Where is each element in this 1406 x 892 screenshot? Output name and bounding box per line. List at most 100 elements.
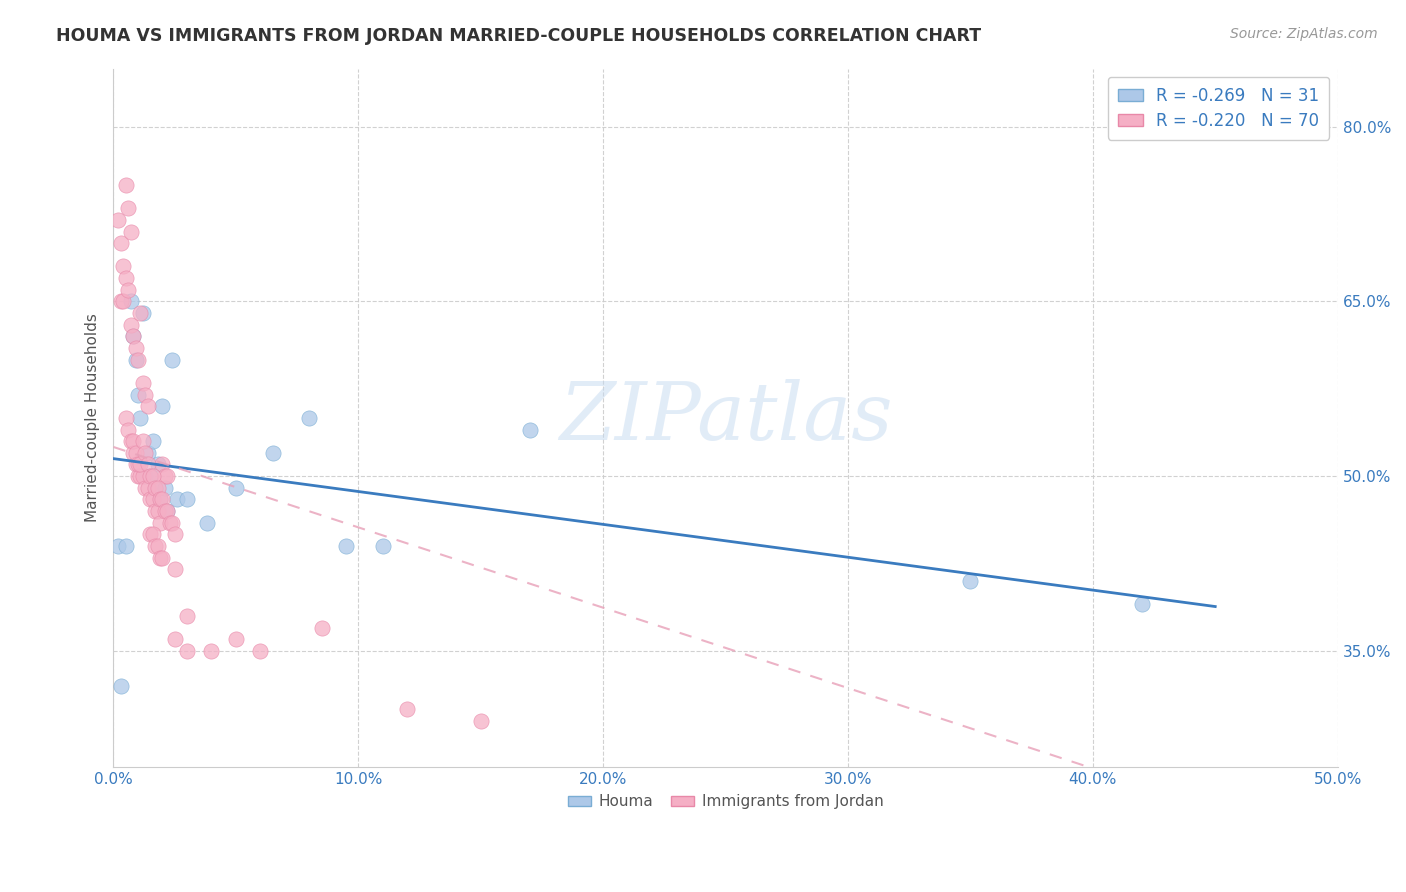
- Point: [176, 644, 198, 658]
- Point: [117, 283, 139, 297]
- Point: [112, 294, 135, 309]
- Point: [127, 352, 149, 367]
- Point: [163, 562, 186, 576]
- Point: [149, 492, 172, 507]
- Point: [134, 387, 156, 401]
- Point: [139, 469, 162, 483]
- Point: [152, 492, 174, 507]
- Point: [371, 539, 394, 553]
- Point: [127, 458, 149, 472]
- Point: [114, 539, 136, 553]
- Point: [143, 539, 166, 553]
- Point: [162, 516, 184, 530]
- Point: [396, 702, 419, 716]
- Point: [139, 527, 162, 541]
- Point: [136, 446, 159, 460]
- Point: [134, 446, 156, 460]
- Point: [142, 434, 165, 449]
- Point: [134, 481, 156, 495]
- Point: [117, 423, 139, 437]
- Point: [200, 644, 222, 658]
- Point: [136, 481, 159, 495]
- Point: [142, 527, 165, 541]
- Point: [959, 574, 981, 588]
- Point: [298, 410, 321, 425]
- Point: [153, 469, 176, 483]
- Point: [132, 306, 155, 320]
- Point: [1130, 597, 1153, 611]
- Point: [152, 399, 174, 413]
- Point: [127, 469, 149, 483]
- Point: [139, 492, 162, 507]
- Point: [163, 527, 186, 541]
- Point: [132, 434, 155, 449]
- Point: [195, 516, 218, 530]
- Point: [146, 504, 169, 518]
- Point: [146, 539, 169, 553]
- Point: [156, 504, 179, 518]
- Point: [163, 632, 186, 647]
- Point: [134, 469, 156, 483]
- Point: [159, 516, 181, 530]
- Point: [149, 516, 172, 530]
- Point: [120, 294, 142, 309]
- Point: [519, 423, 541, 437]
- Point: [176, 492, 198, 507]
- Point: [136, 399, 159, 413]
- Point: [262, 446, 284, 460]
- Point: [225, 481, 247, 495]
- Point: [132, 376, 155, 390]
- Point: [129, 458, 152, 472]
- Point: [107, 539, 129, 553]
- Point: [225, 632, 247, 647]
- Point: [153, 504, 176, 518]
- Point: [122, 329, 145, 343]
- Point: [142, 492, 165, 507]
- Point: [152, 550, 174, 565]
- Point: [249, 644, 271, 658]
- Point: [122, 446, 145, 460]
- Point: [132, 469, 155, 483]
- Point: [120, 225, 142, 239]
- Point: [110, 679, 132, 693]
- Point: [129, 306, 152, 320]
- Point: [162, 352, 184, 367]
- Point: [129, 469, 152, 483]
- Point: [110, 236, 132, 251]
- Point: [311, 620, 333, 634]
- Point: [146, 481, 169, 495]
- Point: [110, 294, 132, 309]
- Point: [176, 608, 198, 623]
- Point: [136, 458, 159, 472]
- Y-axis label: Married-couple Households: Married-couple Households: [86, 313, 100, 523]
- Point: [124, 341, 146, 355]
- Point: [124, 446, 146, 460]
- Point: [156, 504, 179, 518]
- Point: [139, 469, 162, 483]
- Point: [152, 458, 174, 472]
- Point: [114, 271, 136, 285]
- Point: [153, 481, 176, 495]
- Text: HOUMA VS IMMIGRANTS FROM JORDAN MARRIED-COUPLE HOUSEHOLDS CORRELATION CHART: HOUMA VS IMMIGRANTS FROM JORDAN MARRIED-…: [56, 27, 981, 45]
- Point: [127, 387, 149, 401]
- Point: [122, 329, 145, 343]
- Legend: Houma, Immigrants from Jordan: Houma, Immigrants from Jordan: [561, 789, 890, 815]
- Point: [143, 504, 166, 518]
- Point: [129, 410, 152, 425]
- Point: [470, 714, 492, 728]
- Text: ZIPatlas: ZIPatlas: [558, 379, 893, 457]
- Point: [156, 469, 179, 483]
- Point: [114, 410, 136, 425]
- Point: [112, 260, 135, 274]
- Point: [117, 201, 139, 215]
- Point: [124, 352, 146, 367]
- Text: Source: ZipAtlas.com: Source: ZipAtlas.com: [1230, 27, 1378, 41]
- Point: [166, 492, 188, 507]
- Point: [107, 213, 129, 227]
- Point: [146, 458, 169, 472]
- Point: [143, 481, 166, 495]
- Point: [114, 178, 136, 192]
- Point: [122, 434, 145, 449]
- Point: [149, 492, 172, 507]
- Point: [335, 539, 357, 553]
